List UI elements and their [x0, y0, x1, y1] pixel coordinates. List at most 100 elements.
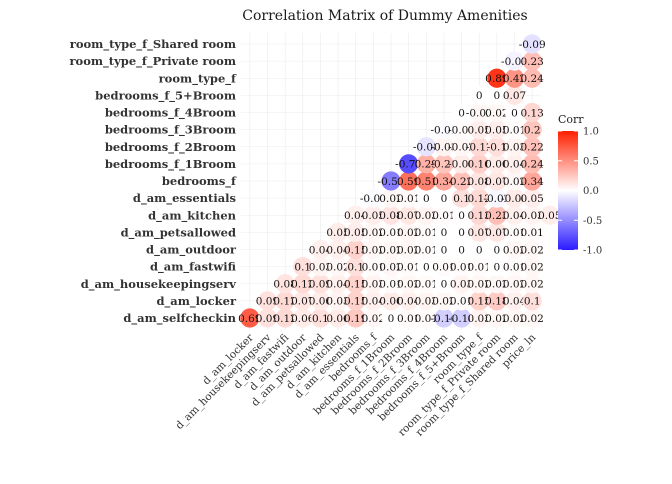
heatmap-cell — [487, 137, 507, 157]
heatmap-cell — [451, 274, 472, 294]
cell-value-label: 0.22 — [450, 176, 473, 188]
cell-value-label: 0.06 — [379, 296, 403, 308]
heatmap-cell — [522, 34, 542, 54]
heatmap-cell — [363, 308, 383, 328]
legend-tick-label: -1.0 — [583, 246, 602, 257]
cell-value-label: 0.15 — [344, 279, 367, 291]
cell-value-label: -0.09 — [519, 39, 546, 51]
cell-value-label: 0.59 — [397, 176, 420, 188]
heatmap-cell — [381, 239, 401, 260]
heatmap-cell — [275, 291, 295, 311]
cell-value-label: 0.05 — [520, 193, 543, 205]
cell-value-label: 0.15 — [344, 244, 367, 256]
heatmap-cell — [487, 205, 507, 225]
cell-value-label: -0.08 — [413, 142, 440, 154]
heatmap-cell — [522, 222, 542, 242]
cell-value-label: 0 — [458, 210, 465, 222]
cell-value-label: 0.01 — [468, 261, 491, 273]
cell-value-label: 0.02 — [397, 244, 420, 256]
cell-value-label: 0.01 — [397, 313, 420, 325]
heatmap-cell — [522, 291, 542, 311]
legend-tick-label: 0.0 — [583, 186, 599, 197]
heatmap-cell — [346, 274, 366, 294]
cell-value-label: -0.16 — [430, 313, 457, 325]
cell-value-label: 0.13 — [520, 107, 543, 119]
cell-value-label: -0.06 — [501, 193, 528, 205]
cell-value-label: 0.07 — [291, 296, 314, 308]
y-tick-label: bedrooms_f_5+Broom — [95, 88, 236, 103]
cell-value-label: -0.75 — [395, 159, 422, 171]
cell-value-label: 0.89 — [485, 73, 508, 85]
cell-value-label: 0.29 — [415, 159, 438, 171]
y-axis-labels: d_am_selfcheckin d_am_locker d_am_housekee… — [69, 37, 237, 326]
heatmap-cell — [487, 239, 507, 260]
heatmap-cell — [504, 51, 525, 71]
cell-value-label: -0.06 — [448, 159, 475, 171]
heatmap-cell — [487, 85, 507, 105]
heatmap-cell — [416, 137, 436, 157]
heatmap-cell — [381, 188, 401, 208]
heatmap-cell — [504, 308, 525, 328]
cell-value-label: 0.01 — [362, 261, 385, 273]
cell-value-label: -0.12 — [466, 142, 493, 154]
cell-value-label: 0.12 — [468, 193, 491, 205]
heatmap-cell — [310, 257, 331, 277]
heatmap-cell — [416, 291, 436, 311]
heatmap-cell — [381, 171, 401, 191]
heatmap-cell — [522, 188, 542, 208]
heatmap-cell — [328, 274, 348, 294]
cell-value-label: 0 — [423, 193, 430, 205]
cell-value-label: 0.09 — [309, 279, 332, 291]
y-tick-label: d_am_fastwifi — [150, 260, 237, 275]
heatmap-cell — [434, 308, 454, 328]
heatmap-cell — [328, 222, 348, 242]
y-tick-label: bedrooms_f_1Broom — [105, 157, 236, 172]
cell-value-label: 0.05 — [362, 210, 385, 222]
heatmap-cell — [363, 222, 383, 242]
cell-value-label: 0.08 — [468, 176, 491, 188]
heatmap-cell — [504, 154, 525, 174]
heatmap-cell — [328, 239, 348, 260]
cell-value-label: 0.1 — [312, 313, 329, 325]
heatmap-cell — [399, 222, 419, 242]
heatmap-cell — [504, 274, 525, 294]
x-axis-labels: d_am_lockerd_am_housekeepingservd_am_fas… — [173, 331, 538, 439]
heatmap-cell — [399, 171, 419, 191]
heatmap-cell — [346, 222, 366, 242]
cell-value-label: 0.09 — [256, 296, 279, 308]
cell-value-label: 0.04 — [397, 296, 421, 308]
cell-value-label: 0.02 — [520, 244, 543, 256]
heatmap-cell — [451, 154, 472, 174]
legend-tick-label: -0.5 — [583, 216, 602, 227]
cell-value-label: 0.12 — [291, 279, 314, 291]
cell-value-label: 0.02 — [520, 261, 543, 273]
heatmap-cell — [381, 257, 401, 277]
cell-value-label: 0 — [476, 244, 483, 256]
y-tick-label: d_am_selfcheckin — [123, 311, 236, 326]
heatmap-cell — [451, 120, 472, 140]
heatmap-cell — [399, 205, 419, 225]
heatmap-cell — [434, 188, 454, 208]
cell-value-label: 0.02 — [520, 279, 543, 291]
legend-colorbar — [558, 131, 578, 250]
cell-value-label: -0.01 — [448, 124, 475, 136]
cell-value-label: -0.03 — [501, 56, 528, 68]
cell-value-label: 0.03 — [326, 296, 349, 308]
cell-value-label: 0.05 — [344, 227, 367, 239]
heatmap-cell — [487, 188, 507, 208]
cell-value-label: 0 — [423, 261, 430, 273]
cell-value-label: -0.21 — [430, 159, 457, 171]
cell-value-label: -0.01 — [430, 124, 457, 136]
heatmap-cell — [504, 239, 525, 260]
cell-value-label: 0.1 — [453, 193, 470, 205]
heatmap-cell — [522, 171, 542, 191]
heatmap-cell — [504, 222, 525, 242]
cell-value-label: 0.08 — [273, 279, 296, 291]
heatmap-cell — [522, 137, 542, 157]
heatmap-cell — [469, 222, 489, 242]
cell-value-label: 0.01 — [397, 261, 420, 273]
heatmap-cell — [346, 291, 366, 311]
cell-value-label: 0.01 — [503, 227, 526, 239]
heatmap-cell — [416, 154, 436, 174]
cell-value-label: 0.02 — [503, 279, 526, 291]
